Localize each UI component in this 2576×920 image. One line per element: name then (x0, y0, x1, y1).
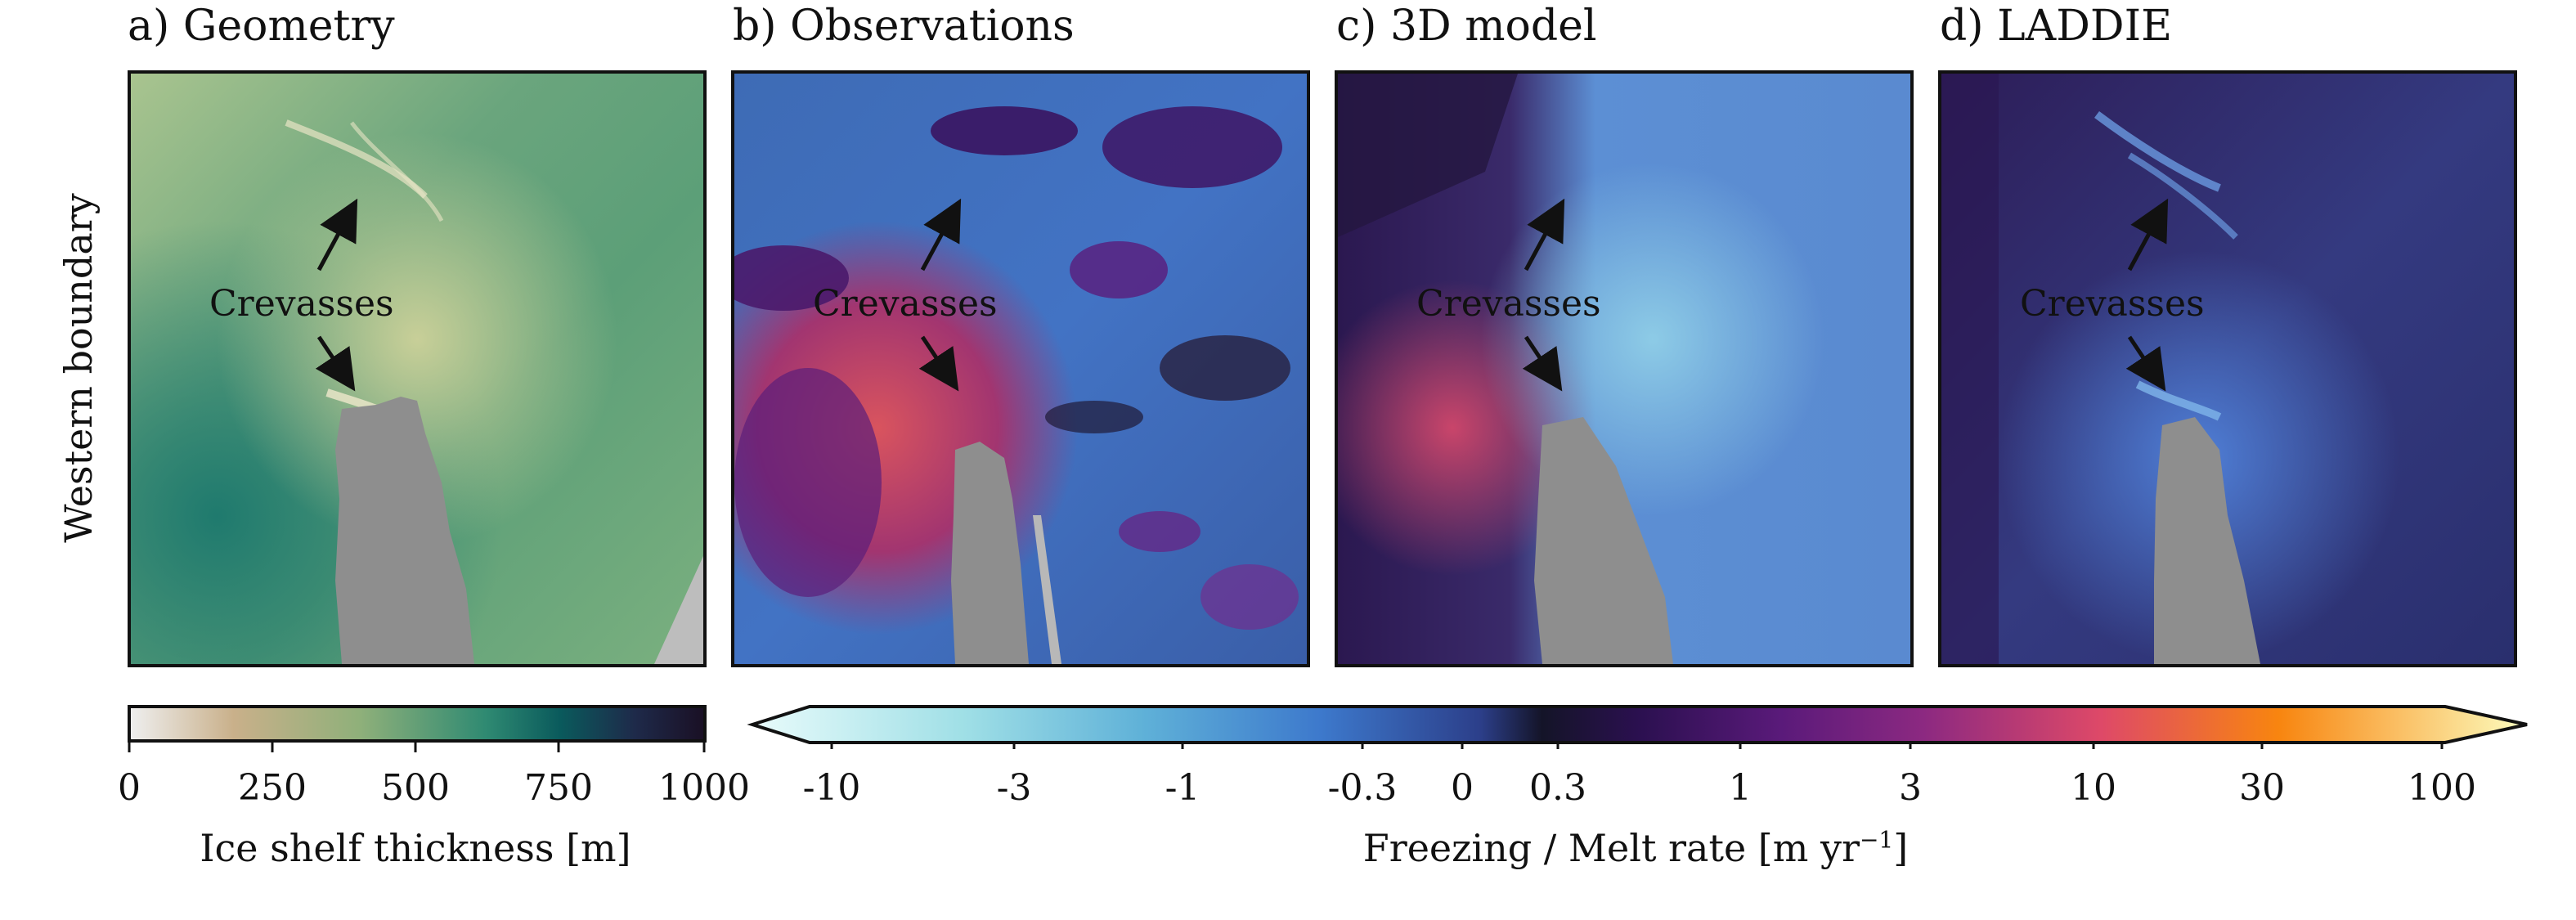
thickness-tick: 500 (381, 767, 450, 809)
geometry-grounded-region (335, 397, 474, 664)
laddie-map (1941, 74, 2514, 664)
observations-grounded-region (951, 442, 1029, 664)
thickness-tick: 750 (524, 767, 593, 809)
observations-map (734, 74, 1307, 664)
panel-geometry (128, 70, 707, 667)
melt-tick: 0.3 (1529, 767, 1586, 809)
thickness-colorbar (128, 705, 707, 743)
melt-tick: 3 (1899, 767, 1922, 809)
panel-title-b: b) Observations (733, 2, 1075, 51)
thickness-colorbar-ticks (128, 741, 706, 752)
melt-tick: 0 (1451, 767, 1474, 809)
melt-tick: -0.3 (1327, 767, 1398, 809)
melt-tick: 30 (2239, 767, 2285, 809)
panel-title-a: a) Geometry (128, 2, 395, 51)
panel-title-d: d) LADDIE (1940, 2, 2173, 51)
melt-label-exponent: −1 (1859, 826, 1894, 854)
thickness-colorbar-label: Ice shelf thickness [m] (200, 826, 631, 870)
laddie-grounded-region (2154, 417, 2260, 664)
thickness-tick: 1000 (658, 767, 750, 809)
melt-label-main: Freezing / Melt rate [m yr (1362, 826, 1860, 870)
panel-title-c: c) 3D model (1336, 2, 1597, 51)
melt-tick: 10 (2071, 767, 2116, 809)
melt-colorbar-label: Freezing / Melt rate [m yr−1] (1363, 826, 1908, 870)
melt-tick: 1 (1729, 767, 1752, 809)
thickness-tick: 0 (118, 767, 141, 809)
melt-tick: -3 (996, 767, 1032, 809)
panel-observations (731, 70, 1310, 667)
model-3d-map (1338, 74, 1910, 664)
y-axis-label: Western boundary (56, 193, 101, 543)
melt-label-end: ] (1893, 826, 1909, 870)
panel-laddie (1938, 70, 2517, 667)
melt-colorbar (747, 705, 2528, 749)
panel-3d-model (1335, 70, 1914, 667)
melt-tick: 100 (2408, 767, 2476, 809)
thickness-tick: 250 (238, 767, 307, 809)
geometry-map (131, 74, 703, 664)
model-3d-grounded-region (1534, 417, 1673, 664)
melt-tick: -1 (1165, 767, 1200, 809)
melt-tick: -10 (802, 767, 861, 809)
